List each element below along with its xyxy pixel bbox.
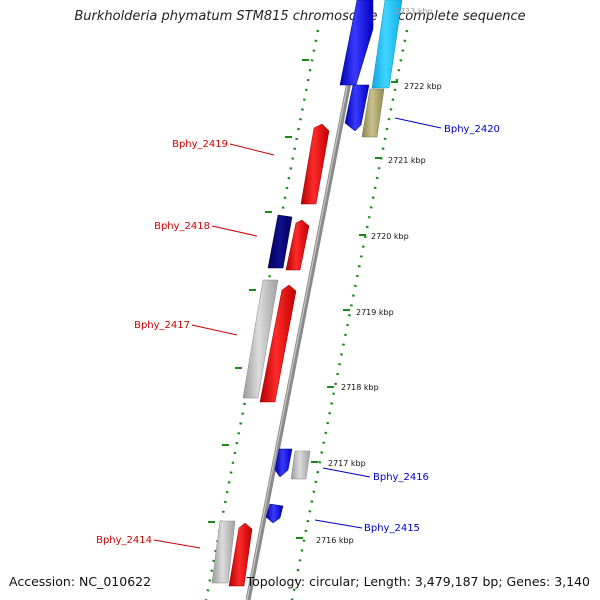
gene-label[interactable]: Bphy_2420 — [444, 124, 500, 135]
gene-block-grey-2416[interactable] — [290, 450, 311, 480]
gene-arrow-red-2417[interactable] — [259, 284, 297, 403]
gene-label[interactable]: Bphy_2419 — [172, 139, 228, 150]
left-tick-marks — [208, 59, 309, 523]
gene-block-grey-2414[interactable] — [211, 520, 236, 584]
right-tick-marks — [296, 81, 398, 539]
gene-label[interactable]: Bphy_2416 — [373, 472, 429, 483]
map-title: Burkholderia phymatum STM815 chromosome … — [74, 9, 526, 24]
gene-arrow-red-2414[interactable] — [228, 522, 253, 587]
gene-arrow-red-2419[interactable] — [300, 123, 330, 205]
kbp-label: 2717 kbp — [328, 459, 366, 468]
gene-label[interactable]: Bphy_2415 — [364, 523, 420, 534]
right-dotted-track — [290, 29, 409, 600]
gene-arrow-cyan[interactable] — [371, 0, 403, 89]
gene-block-olive[interactable] — [361, 88, 385, 138]
gene-arrow-blue-small[interactable] — [344, 84, 370, 132]
gene-arrow-blue-2416[interactable] — [274, 448, 293, 478]
topology-summary: Topology: circular; Length: 3,479,187 bp… — [246, 574, 590, 589]
kbp-label: 2723 kbp — [395, 7, 433, 16]
kbp-label: 2721 kbp — [388, 156, 426, 165]
kbp-label: 2720 kbp — [371, 232, 409, 241]
kbp-label: 2719 kbp — [356, 308, 394, 317]
gene-block-grey-2417[interactable] — [242, 279, 279, 399]
leader-lines — [153, 117, 442, 549]
gene-arrow-blue-2415[interactable] — [265, 503, 284, 524]
gene-block-navy-2418[interactable] — [267, 214, 293, 269]
gene-label[interactable]: Bphy_2417 — [134, 320, 190, 331]
gene-arrow-blue[interactable] — [339, 0, 374, 86]
kbp-label: 2716 kbp — [316, 536, 354, 545]
accession-text: Accession: NC_010622 — [9, 574, 152, 589]
gene-label[interactable]: Bphy_2414 — [96, 535, 152, 546]
kbp-label: 2722 kbp — [404, 82, 442, 91]
gene-label[interactable]: Bphy_2418 — [154, 221, 210, 232]
kbp-label: 2718 kbp — [341, 383, 379, 392]
gene-arrow-red-2418[interactable] — [285, 219, 310, 271]
chromosome-backbone — [245, 0, 368, 600]
